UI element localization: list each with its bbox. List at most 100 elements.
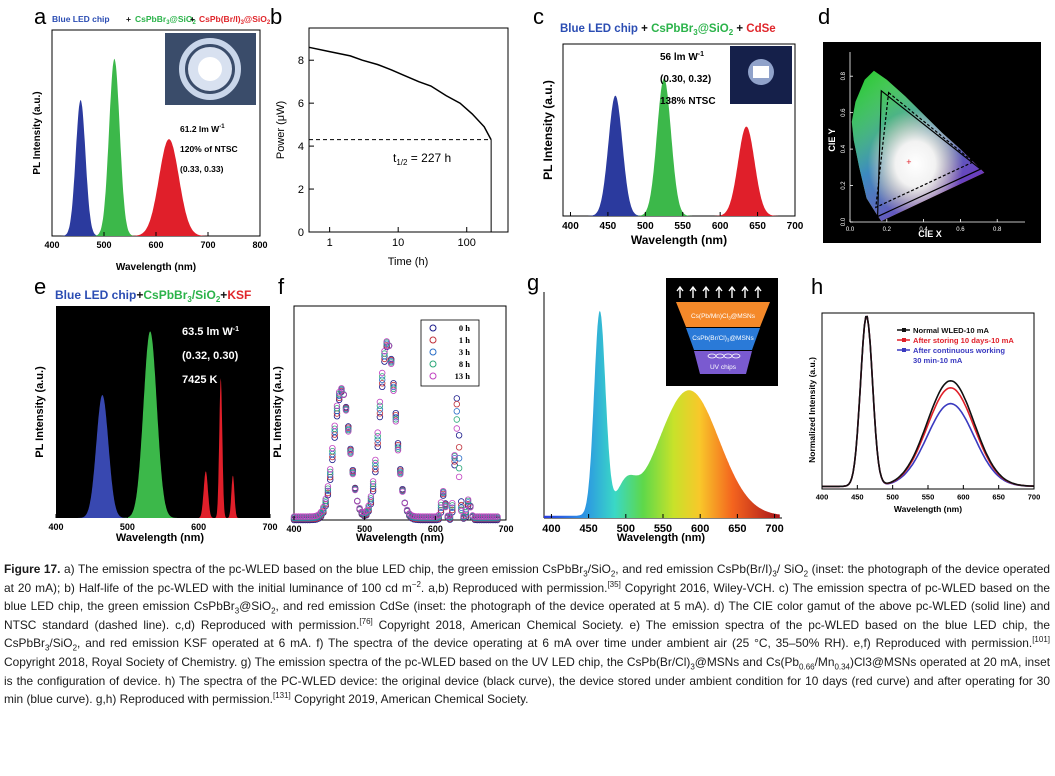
chart-f-xlabel: Wavelength (nm) xyxy=(356,532,445,544)
chart-f-point xyxy=(480,513,488,520)
chart-g-inset-arrow xyxy=(754,285,762,298)
chart-f-point xyxy=(327,468,334,476)
chart-c-xtick-label: 450 xyxy=(600,221,617,232)
chart-f-point xyxy=(322,497,329,504)
chart-f-legend-marker xyxy=(429,336,437,344)
chart-g-xlabel: Wavelength (nm) xyxy=(617,532,706,544)
chart-e-ylabel: PL Intensity (a.u.) xyxy=(34,366,46,458)
chart-f-point xyxy=(365,502,372,509)
chart-f-point xyxy=(367,497,375,504)
chart-a-annotation-3: (0.33, 0.33) xyxy=(180,164,224,174)
chart-b-series-line xyxy=(308,46,492,141)
chart-h-legend-marker xyxy=(902,348,906,352)
chart-f-point xyxy=(372,462,379,470)
chart-f-point xyxy=(451,455,458,462)
chart-f-point xyxy=(324,491,332,499)
chart-f-point xyxy=(367,495,375,502)
caption-fragment: (inset: the photograph of the device ope… xyxy=(4,562,1050,595)
chart-d: +0.0 0.2 0.4 0.6 0.8 0.0 0.2 0.4 0.6 0.8 CIE X CIE … xyxy=(823,42,1041,243)
chart-f-point xyxy=(444,512,451,519)
chart-f-point xyxy=(376,413,384,421)
chart-a-title-3: CsPbBr3@SiO2 xyxy=(135,14,196,26)
chart-f-point xyxy=(428,513,436,520)
chart-f-point xyxy=(451,458,458,465)
chart-f-point xyxy=(449,500,456,507)
chart-d-ytick-label: 0.6 xyxy=(841,108,847,117)
chart-d-ylabel: CIE Y xyxy=(827,128,837,151)
chart-c-inset-photo xyxy=(730,46,792,104)
chart-e-annotation-2: (0.32, 0.30) xyxy=(182,350,239,362)
chart-f-point xyxy=(415,513,422,520)
chart-f-point xyxy=(374,440,381,447)
chart-f-frame xyxy=(293,305,507,521)
chart-f-point xyxy=(342,407,350,414)
chart-c-annotation-3: 138% NTSC xyxy=(660,96,716,107)
chart-f-point xyxy=(401,499,408,507)
chart-f-point xyxy=(388,360,395,367)
chart-a-xtick-label: 400 xyxy=(44,240,59,250)
chart-a-peak-blue xyxy=(57,100,104,236)
chart-g-spectrum-area xyxy=(544,310,780,518)
caption-fragment: Copyright 2016, Wiley-VCH. c) The emissi… xyxy=(4,580,1051,614)
caption-fragment: 3 xyxy=(234,606,240,616)
chart-f-point xyxy=(324,489,332,497)
chart-f-point xyxy=(381,350,388,357)
caption-fragment: 3 xyxy=(44,643,50,653)
chart-f-point xyxy=(453,416,460,423)
chart-a-title-4: + xyxy=(190,14,195,24)
chart-f-point xyxy=(372,456,379,464)
chart-f-point xyxy=(390,385,397,392)
caption-fragment: 0.34 xyxy=(834,662,851,672)
chart-c-xtick-label: 400 xyxy=(562,221,579,232)
chart-a: Blue LED chip + CsPbBr3@SiO2 + CsPb(Br/I… xyxy=(32,14,271,273)
caption-fragment: )Cl xyxy=(850,654,866,669)
chart-f-legend-box xyxy=(420,319,480,387)
panel-letter-h: h xyxy=(811,274,824,299)
chart-c-peak-red xyxy=(707,126,786,216)
chart-e-peak-red-1 xyxy=(195,471,215,518)
chart-f-point xyxy=(295,513,302,520)
chart-b-xtick-label: 10 xyxy=(392,237,404,249)
chart-a-ylabel: PL Intensity (a.u.) xyxy=(32,91,43,174)
chart-f-point xyxy=(462,507,470,514)
chart-f-point xyxy=(419,513,427,520)
chart-f-point xyxy=(392,410,399,417)
chart-c-xlabel: Wavelength (nm) xyxy=(631,233,727,247)
caption-fragment: 0.66 xyxy=(799,662,815,672)
chart-d-white-point: + xyxy=(906,157,911,167)
chart-f-point xyxy=(446,512,454,519)
chart-a-peak-red xyxy=(122,139,216,236)
chart-f-point xyxy=(304,513,311,520)
chart-f-legend-label: 1 h xyxy=(459,335,470,345)
chart-b-frame xyxy=(308,27,509,233)
chart-f-xtick-label: 600 xyxy=(428,524,443,534)
chart-f-point xyxy=(424,513,431,520)
chart-g-inset-arrow xyxy=(741,285,749,298)
chart-d-ytick-label: 0.2 xyxy=(841,181,847,190)
chart-f-point xyxy=(422,513,429,520)
chart-e-xtick-label: 500 xyxy=(120,522,135,532)
chart-a-peak-green xyxy=(89,58,140,236)
chart-h-legend-label: After continuous working xyxy=(913,346,1005,355)
chart-h-xtick-label: 450 xyxy=(851,493,864,502)
chart-h-xtick-label: 400 xyxy=(816,493,829,502)
chart-f-point xyxy=(464,496,472,503)
chart-g-inset-layer-3: UV chips xyxy=(710,364,737,371)
chart-f-point xyxy=(336,392,343,399)
chart-b-ytick-label: 6 xyxy=(298,98,304,110)
chart-f-point xyxy=(369,480,377,488)
chart-c-title: Blue LED chip + CsPbBr3@SiO2 + CdSe xyxy=(560,23,776,37)
chart-g-inset: Cs(Pb/Mn)Cl3@MSNs CsPb(Br/Cl)3@MSNs UV c… xyxy=(666,278,778,386)
caption-fragment: 2 xyxy=(72,643,78,653)
panel-letter-g: g xyxy=(527,270,540,295)
chart-g-xtick-label: 650 xyxy=(728,523,746,535)
chart-f-point xyxy=(349,470,356,478)
chart-b: 1 10 100 0 2 4 6 8 t1/2 = 227 h Time (h) Power … xyxy=(275,27,509,268)
caption-fragment: Copyright 2019, American Chemical Societ… xyxy=(290,692,529,707)
chart-c-annotation-1: 56 lm W-1 xyxy=(660,51,704,63)
chart-g: Cs(Pb/Mn)Cl3@MSNs CsPb(Br/Cl)3@MSNs UV c… xyxy=(542,278,784,544)
chart-e-xtick-label: 600 xyxy=(191,522,206,532)
chart-f-point xyxy=(379,376,386,383)
chart-g-xtick-label: 550 xyxy=(654,523,672,535)
